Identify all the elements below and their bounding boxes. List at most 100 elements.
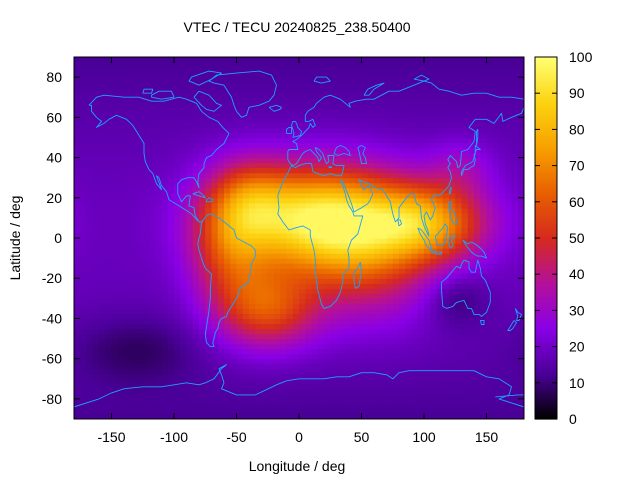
heatmap-cell xyxy=(155,328,163,335)
heatmap-cell xyxy=(499,398,506,405)
heatmap-cell xyxy=(355,142,363,149)
heatmap-cell xyxy=(149,97,156,103)
heatmap-cell xyxy=(474,117,481,123)
heatmap-cell xyxy=(186,227,194,234)
heatmap-cell xyxy=(317,368,325,375)
heatmap-cell xyxy=(330,97,338,103)
heatmap-cell xyxy=(499,253,506,259)
heatmap-cell xyxy=(74,152,81,159)
heatmap-cell xyxy=(261,207,269,214)
heatmap-cell xyxy=(230,288,238,294)
heatmap-cell xyxy=(292,253,300,259)
heatmap-cell xyxy=(92,348,100,355)
heatmap-cell xyxy=(467,403,475,410)
heatmap-cell xyxy=(467,132,475,139)
heatmap-cell xyxy=(80,343,88,350)
heatmap-cell xyxy=(442,87,450,93)
heatmap-cell xyxy=(80,323,88,330)
heatmap-cell xyxy=(242,222,250,229)
heatmap-cell xyxy=(74,197,81,204)
heatmap-cell xyxy=(161,132,169,139)
heatmap-cell xyxy=(180,323,188,330)
heatmap-cell xyxy=(480,398,488,405)
heatmap-cell xyxy=(299,293,306,299)
heatmap-cell xyxy=(192,398,200,405)
heatmap-cell xyxy=(486,172,494,179)
heatmap-cell xyxy=(474,202,481,209)
heatmap-cell xyxy=(486,368,494,375)
heatmap-cell xyxy=(242,142,250,149)
heatmap-cell xyxy=(492,127,500,134)
heatmap-cell xyxy=(317,187,325,194)
heatmap-cell xyxy=(174,253,181,259)
heatmap-cell xyxy=(349,142,356,149)
heatmap-cell xyxy=(217,77,225,83)
heatmap-cell xyxy=(442,403,450,410)
heatmap-cell xyxy=(399,137,406,144)
heatmap-cell xyxy=(430,298,438,304)
heatmap-cell xyxy=(174,323,181,330)
heatmap-cell xyxy=(392,283,400,289)
heatmap-cell xyxy=(486,142,494,149)
heatmap-cell xyxy=(317,288,325,294)
heatmap-cell xyxy=(399,187,406,194)
heatmap-cell xyxy=(255,137,263,144)
heatmap-cell xyxy=(99,222,106,229)
heatmap-cell xyxy=(161,378,169,385)
heatmap-cell xyxy=(499,243,506,249)
heatmap-cell xyxy=(74,403,81,410)
heatmap-cell xyxy=(205,122,213,128)
heatmap-cell xyxy=(430,243,438,249)
heatmap-cell xyxy=(155,243,163,249)
heatmap-cell xyxy=(417,192,425,199)
heatmap-cell xyxy=(161,82,169,88)
heatmap-cell xyxy=(349,288,356,294)
heatmap-cell xyxy=(130,232,138,239)
heatmap-cell xyxy=(399,57,406,63)
heatmap-cell xyxy=(199,308,206,315)
heatmap-cell xyxy=(361,413,369,419)
heatmap-cell xyxy=(349,72,356,78)
heatmap-cell xyxy=(286,378,294,385)
heatmap-cell xyxy=(242,388,250,395)
heatmap-cell xyxy=(430,227,438,234)
heatmap-cell xyxy=(99,127,106,134)
heatmap-cell xyxy=(174,202,181,209)
heatmap-cell xyxy=(455,92,463,98)
heatmap-cell xyxy=(86,57,94,63)
heatmap-cell xyxy=(267,202,275,209)
heatmap-cell xyxy=(474,348,481,355)
heatmap-cell xyxy=(392,192,400,199)
heatmap-cell xyxy=(155,238,163,244)
heatmap-cell xyxy=(411,298,419,304)
heatmap-cell xyxy=(355,398,363,405)
heatmap-cell xyxy=(492,403,500,410)
heatmap-cell xyxy=(74,82,81,88)
heatmap-cell xyxy=(192,313,200,320)
heatmap-cell xyxy=(130,298,138,304)
heatmap-cell xyxy=(317,57,325,63)
heatmap-cell xyxy=(136,122,144,128)
heatmap-cell xyxy=(286,253,294,259)
heatmap-cell xyxy=(161,343,169,350)
heatmap-cell xyxy=(299,197,306,204)
heatmap-cell xyxy=(374,192,381,199)
heatmap-cell xyxy=(474,62,481,68)
heatmap-cell xyxy=(311,333,319,340)
heatmap-cell xyxy=(267,67,275,73)
heatmap-cell xyxy=(455,358,463,365)
heatmap-cell xyxy=(436,67,444,73)
heatmap-cell xyxy=(355,87,363,93)
heatmap-cell xyxy=(155,398,163,405)
heatmap-cell xyxy=(486,62,494,68)
heatmap-cell xyxy=(130,363,138,370)
heatmap-cell xyxy=(424,222,431,229)
heatmap-cell xyxy=(392,222,400,229)
heatmap-cell xyxy=(142,227,150,234)
heatmap-cell xyxy=(386,283,394,289)
heatmap-cell xyxy=(311,207,319,214)
heatmap-cell xyxy=(199,197,206,204)
heatmap-cell xyxy=(461,248,469,254)
heatmap-cell xyxy=(199,167,206,174)
heatmap-cell xyxy=(330,288,338,294)
